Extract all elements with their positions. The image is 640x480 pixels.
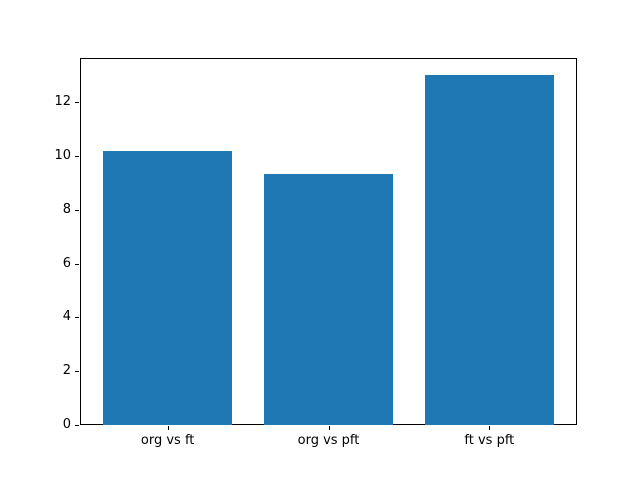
- y-tick-label-4: 4: [62, 309, 71, 325]
- y-tick-mark: [75, 102, 79, 104]
- y-tick-mark: [75, 156, 79, 158]
- y-tick-label-2: 2: [62, 363, 71, 379]
- y-tick-label-12: 12: [54, 94, 71, 110]
- y-tick-label-8: 8: [62, 201, 71, 217]
- y-tick-mark: [75, 371, 79, 373]
- y-tick-mark: [75, 317, 79, 319]
- x-tick-mark: [489, 426, 491, 430]
- x-tick-mark: [328, 426, 330, 430]
- y-tick-label-0: 0: [62, 417, 71, 432]
- y-tick-mark: [75, 209, 79, 211]
- bar-org-vs-pft: [264, 174, 393, 425]
- y-tick-label-10: 10: [54, 148, 71, 164]
- y-tick-mark: [75, 425, 79, 426]
- x-tick-label-ft-vs-pft: ft vs pft: [464, 433, 515, 448]
- x-tick-label-org-vs-ft: org vs ft: [140, 433, 195, 448]
- y-tick-label-6: 6: [62, 255, 71, 271]
- x-tick-mark: [167, 426, 169, 430]
- y-tick-mark: [75, 263, 79, 265]
- x-tick-label-org-vs-pft: org vs pft: [297, 433, 360, 448]
- bar-ft-vs-pft: [425, 75, 554, 425]
- bar-org-vs-ft: [103, 150, 232, 425]
